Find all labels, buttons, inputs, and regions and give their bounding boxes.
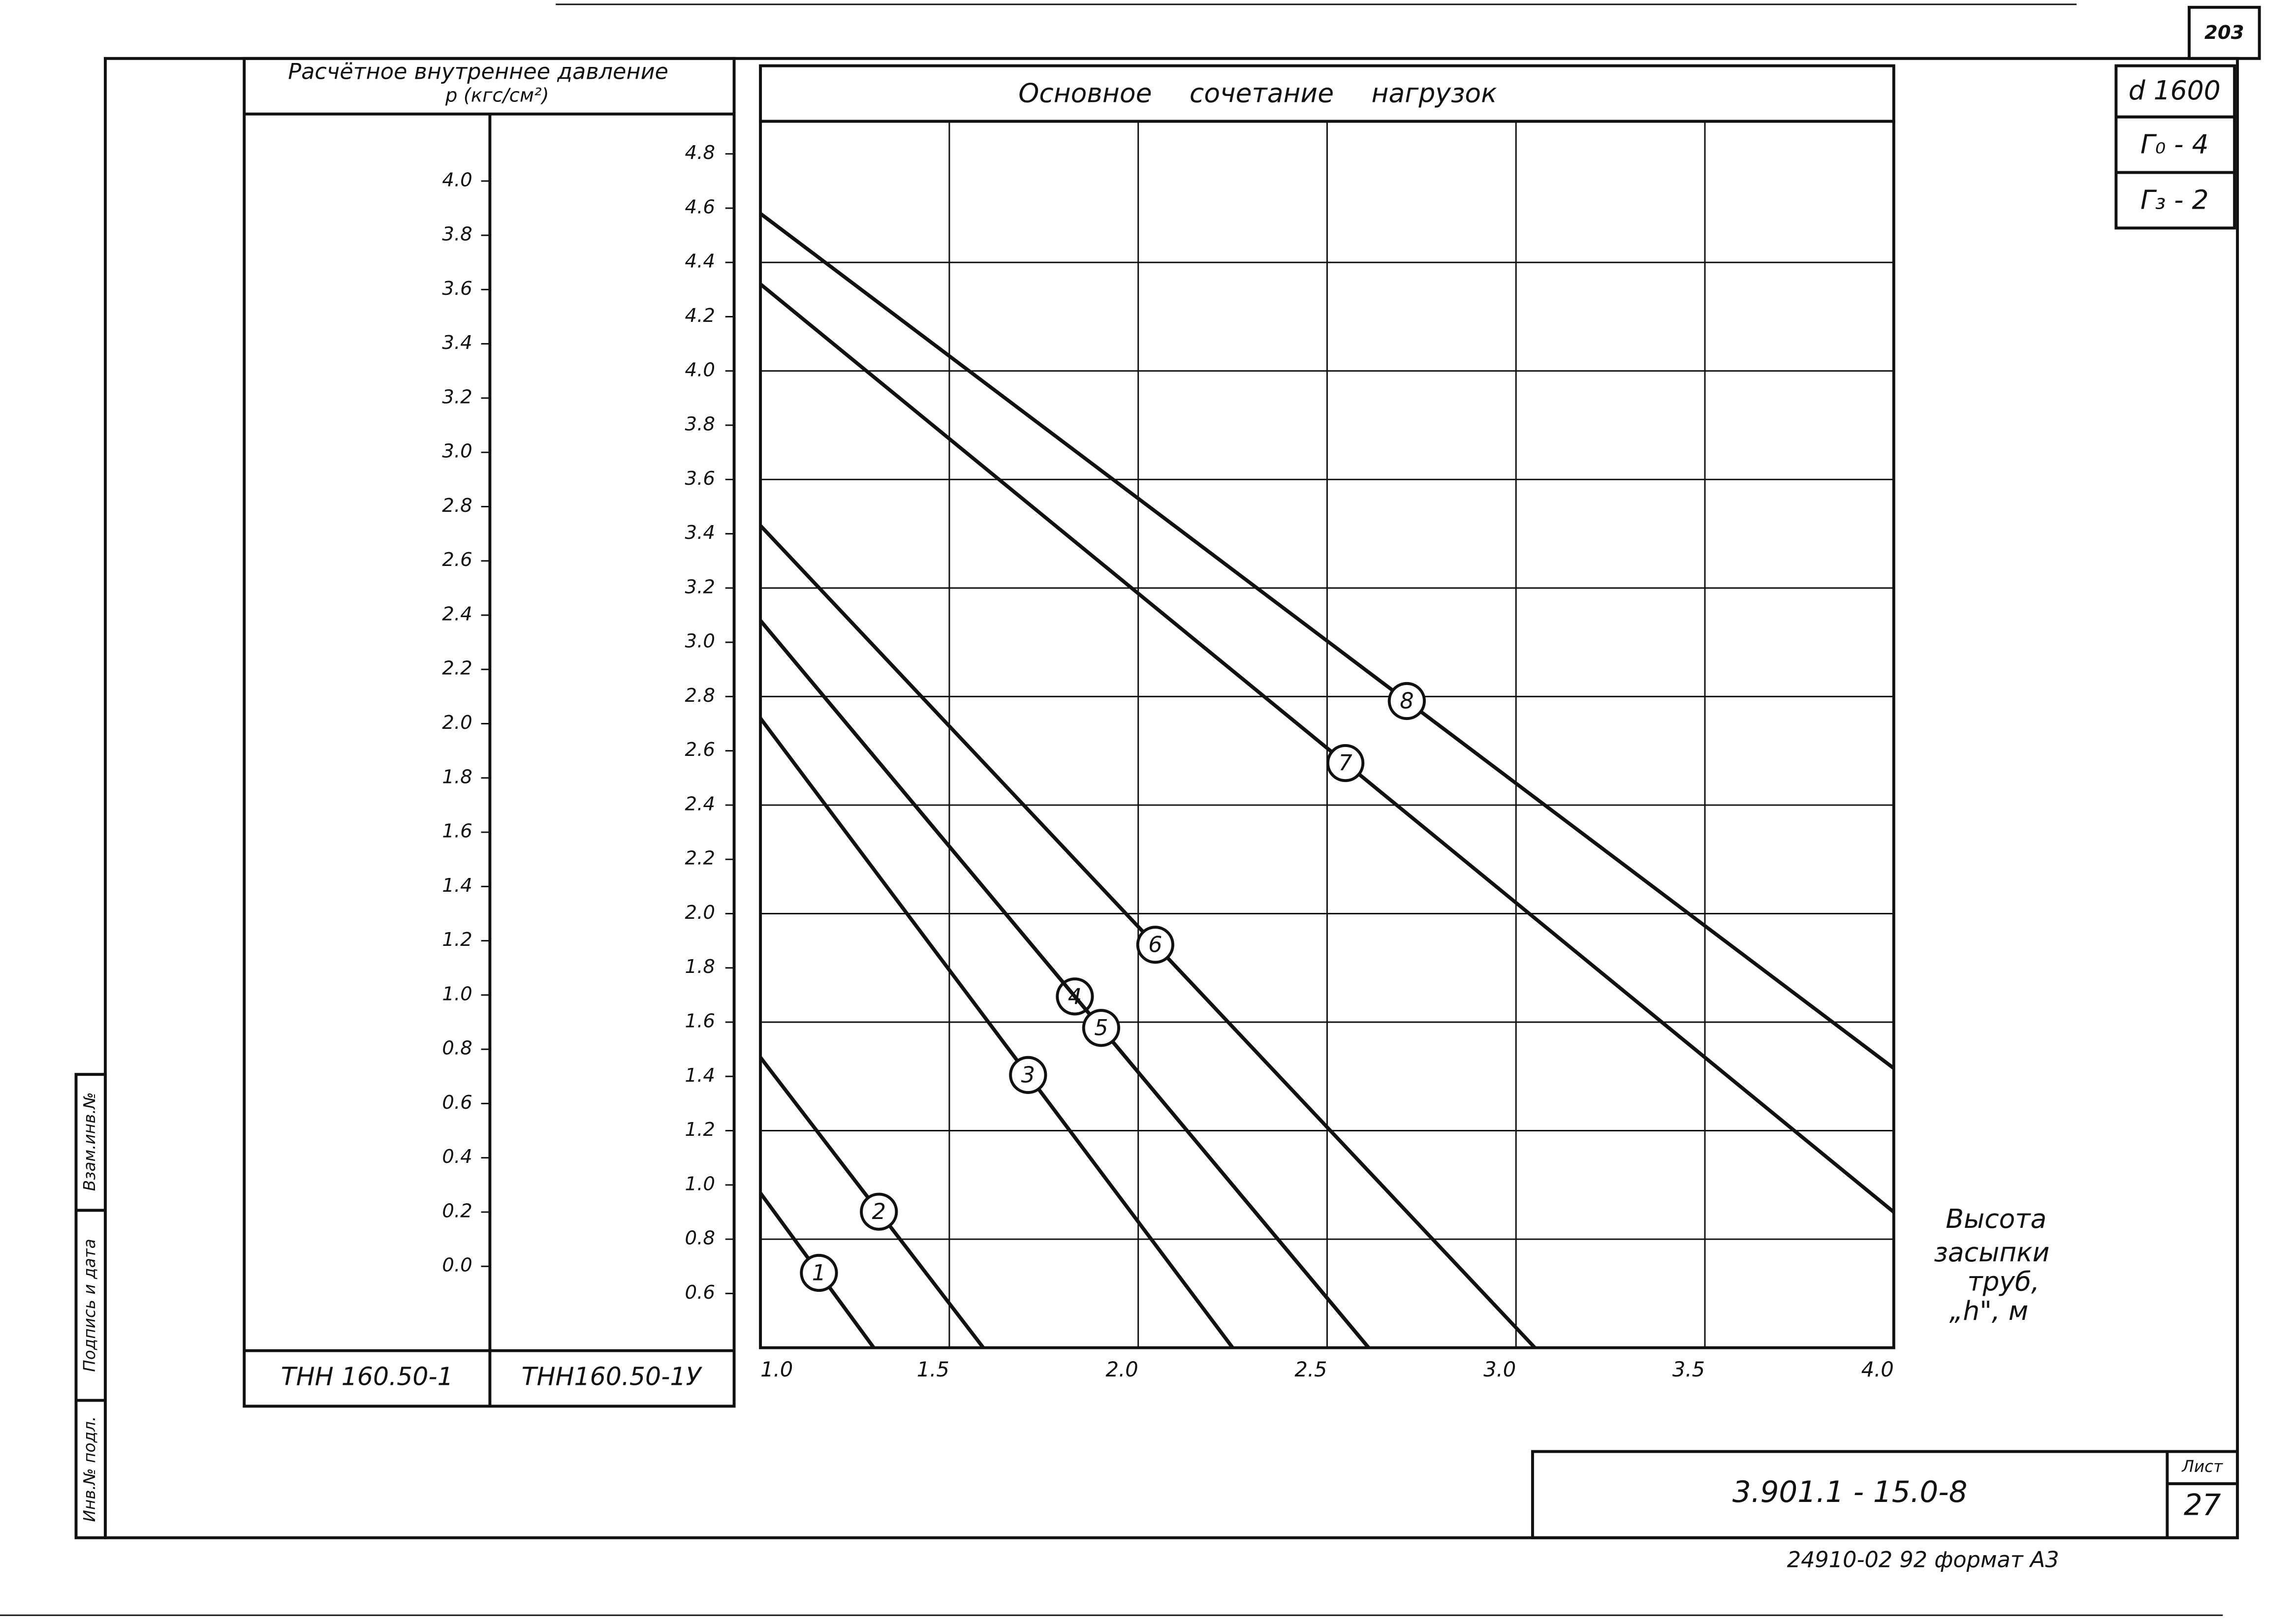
curve: [759, 212, 1895, 1070]
y-tick-label: 1.0: [685, 1173, 715, 1195]
y-tick-label: 1.6: [685, 1010, 715, 1032]
y2-tick-label: 0.0: [442, 1254, 472, 1277]
y-tick-label: 3.2: [685, 576, 715, 598]
curve: [759, 717, 1234, 1349]
y2-tick-label: 3.0: [442, 440, 472, 463]
y-tick-label: 2.2: [685, 847, 715, 870]
strip-label: Инв.№ подл.: [80, 1416, 99, 1522]
y2-tick-label: 2.0: [442, 712, 472, 734]
y2-tick-label: 0.8: [442, 1037, 472, 1060]
strip-label: Подпись и дата: [80, 1239, 99, 1372]
y-tick-label: 4.2: [685, 305, 715, 327]
sheet: 27: [2184, 1488, 2221, 1522]
param-box: [2114, 171, 2236, 230]
footer: 24910-02 92 формат А3: [1787, 1547, 2059, 1572]
left-strip: [74, 1073, 107, 1539]
x-tick-label: 1.5: [917, 1357, 949, 1381]
column-label: ТНН 160.50-1: [281, 1362, 453, 1391]
y2-tick-label: 1.0: [442, 983, 472, 1005]
y-tick-label: 2.4: [685, 793, 715, 815]
parameter: Г₀ - 4: [2140, 129, 2209, 160]
x-tick-label: 1.0: [760, 1357, 793, 1381]
parameter: d 1600: [2129, 75, 2221, 106]
y2-tick-label: 1.8: [442, 766, 472, 788]
main-frame: [103, 57, 2239, 1539]
y2-tick-label: 2.2: [442, 657, 472, 680]
x-tick-label: 2.0: [1106, 1357, 1138, 1381]
y-tick-label: 4.4: [685, 250, 715, 273]
x-tick-label: 3.0: [1483, 1357, 1516, 1381]
curve-label: 2: [872, 1199, 886, 1224]
curve-label-circle: [860, 1192, 898, 1231]
document-code: 3.901.1 - 15.0-8: [1732, 1475, 1968, 1509]
sheet-number: 203: [2204, 22, 2244, 44]
curve: [759, 282, 1895, 1214]
y2-tick-label: 1.6: [442, 820, 472, 843]
y-tick-label: 3.8: [685, 413, 715, 436]
y-tick-label: 1.2: [685, 1119, 715, 1141]
y-tick-label: 4.0: [685, 359, 715, 381]
curve-label-circle: [1326, 744, 1365, 782]
x-tick-label: 4.0: [1861, 1357, 1894, 1381]
column-label: ТНН160.50-1У: [522, 1362, 703, 1391]
sheet-label: Лист: [2181, 1457, 2223, 1476]
curve-label-circle: [1136, 926, 1174, 964]
curve-label: 8: [1400, 688, 1413, 714]
axis-label: „h", м: [1949, 1295, 2029, 1326]
y-tick-label: 0.8: [685, 1227, 715, 1249]
y-tick-label: 0.6: [685, 1281, 715, 1304]
title-block: [1531, 1450, 2239, 1539]
curve-label: 1: [812, 1260, 826, 1286]
y-tick-label: 2.8: [685, 685, 715, 707]
curve-label: 3: [1021, 1062, 1035, 1088]
x-tick-label: 2.5: [1294, 1357, 1327, 1381]
y-tick-label: 4.6: [685, 196, 715, 218]
axis-label: засыпки: [1934, 1237, 2049, 1268]
y2-tick-label: 3.2: [442, 386, 472, 408]
y-tick-label: 3.0: [685, 630, 715, 653]
curve-label-circle: [1387, 682, 1426, 720]
y-tick-label: 2.0: [685, 902, 715, 924]
table-header: Расчётное внутреннее давление: [288, 59, 668, 85]
chart-header: Основное сочетание нагрузок: [1018, 78, 1497, 109]
y2-tick-label: 3.6: [442, 278, 472, 300]
parameter: Г₃ - 2: [2140, 185, 2209, 216]
y-tick-label: 1.4: [685, 1064, 715, 1087]
curve-label-circle: [1009, 1056, 1047, 1094]
axis-label: труб,: [1967, 1266, 2040, 1297]
y2-tick-label: 1.2: [442, 929, 472, 951]
axis-label: Высота: [1946, 1203, 2046, 1234]
curve-label: 7: [1338, 750, 1352, 776]
y-tick-label: 4.8: [685, 142, 715, 164]
y2-tick-label: 0.2: [442, 1200, 472, 1222]
curve-label-circle: [800, 1253, 838, 1292]
y-tick-label: 3.6: [685, 468, 715, 490]
y2-tick-label: 4.0: [442, 169, 472, 191]
x-tick-label: 3.5: [1672, 1357, 1705, 1381]
curve-label: 5: [1094, 1015, 1108, 1041]
y2-tick-label: 0.6: [442, 1092, 472, 1114]
y2-tick-label: 2.6: [442, 549, 472, 571]
sheet-number-box: [2188, 5, 2261, 60]
y2-tick-label: 0.4: [442, 1146, 472, 1168]
y2-tick-label: 1.4: [442, 874, 472, 897]
y2-tick-label: 3.4: [442, 332, 472, 354]
curve-label-circle: [1082, 1009, 1121, 1047]
table-header: p (кгс/см²): [445, 85, 549, 107]
strip-label: Взам.инв.№: [80, 1092, 99, 1191]
y2-tick-label: 2.4: [442, 603, 472, 625]
curve-label: 6: [1148, 932, 1162, 958]
curve: [759, 619, 1370, 1349]
y2-tick-label: 3.8: [442, 223, 472, 246]
y-tick-label: 1.8: [685, 956, 715, 978]
y-tick-label: 2.6: [685, 739, 715, 761]
y-tick-label: 3.4: [685, 522, 715, 544]
y2-tick-label: 2.8: [442, 495, 472, 517]
